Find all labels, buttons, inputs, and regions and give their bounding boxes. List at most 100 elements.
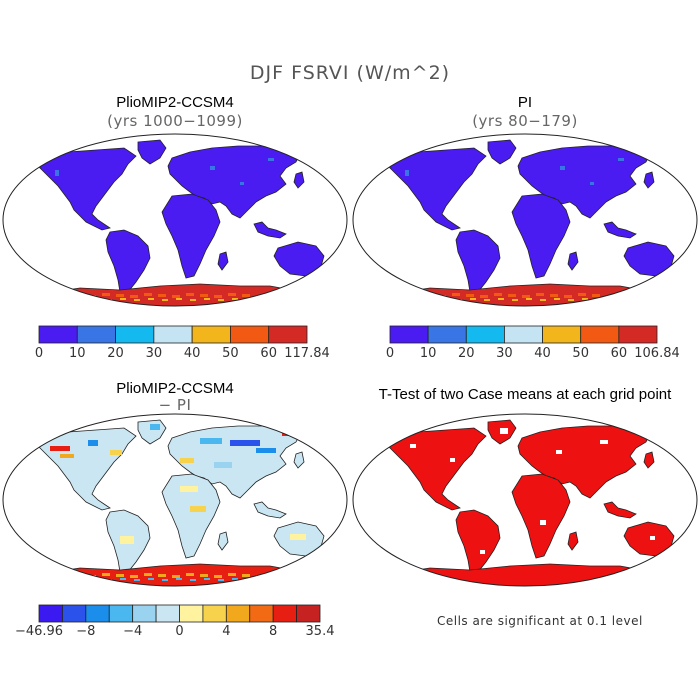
colorbar-tick-label: 106.84: [634, 346, 680, 361]
antarctica-patch: [540, 299, 546, 301]
antarctica-patch: [92, 578, 98, 580]
panel3-title: PlioMIP2-CCSM4: [116, 380, 234, 397]
panel1-subtitle: (yrs 1000−1099): [107, 112, 243, 130]
antarctica-patch: [498, 298, 504, 300]
antarctica-patch: [442, 298, 448, 300]
antarctica-patch: [284, 294, 292, 297]
antarctica-patch: [648, 295, 656, 298]
detail-patch: [120, 536, 134, 544]
land-japan: [293, 451, 305, 469]
antarctica-patch: [120, 578, 126, 580]
antarctica-patch: [148, 298, 154, 300]
antarctica-patch: [246, 579, 252, 581]
antarctica-patch: [634, 294, 642, 297]
map-border: [352, 133, 698, 307]
colorbar-tick-label: 117.84: [284, 346, 330, 361]
colorbar-tick-label: 40: [534, 346, 551, 361]
antarctica-patch: [204, 578, 210, 580]
antarctica-patch: [512, 299, 518, 301]
map-panel2: [352, 133, 698, 307]
antarctica-patch: [596, 299, 602, 301]
antarctica-patch: [480, 295, 488, 298]
antarctica-patch: [78, 299, 84, 301]
antarctica-patch: [162, 299, 168, 301]
colorbar-box: [504, 325, 543, 344]
detail-patch: [200, 438, 222, 444]
antarctica-patch: [172, 295, 180, 298]
colorbar-tick-label: 0: [34, 346, 44, 361]
antarctica-patch: [550, 294, 558, 297]
antarctica-patch: [120, 298, 126, 300]
colorbar-tick-label: −46.96: [14, 624, 64, 639]
colorbar-tick-label: 60: [610, 346, 628, 361]
colorbar-box: [62, 604, 87, 623]
antarctica-patch: [78, 579, 84, 581]
antarctica-patch: [288, 298, 294, 300]
antarctica-patch: [410, 293, 418, 296]
colorbar-tick-label: 30: [496, 346, 513, 361]
colorbar-tick-label: 0: [385, 346, 395, 361]
antarctica-patch: [284, 574, 292, 577]
colorbar-box: [296, 604, 321, 623]
detail-patch: [88, 440, 98, 446]
colorbar-box: [225, 604, 251, 623]
antarctica-patch: [298, 295, 306, 298]
antarctica-patch: [116, 574, 124, 577]
colorbar-box: [38, 325, 78, 344]
detail-patch: [180, 486, 198, 492]
panel1-title: PlioMIP2-CCSM4: [116, 94, 234, 111]
antarctica-patch: [494, 293, 502, 296]
antarctica-patch: [452, 293, 460, 296]
antarctica-patch: [274, 579, 280, 581]
colorbar-box: [153, 325, 193, 344]
antarctica-patch: [186, 293, 194, 296]
non-significant-patch: [450, 458, 455, 462]
antarctica-patch: [74, 574, 82, 577]
antarctica-patch: [582, 298, 588, 300]
non-significant-patch: [556, 450, 562, 454]
antarctica-patch: [130, 295, 138, 298]
land-greenland: [487, 139, 517, 165]
detail-patch: [240, 182, 244, 185]
detail-patch: [110, 450, 122, 455]
colorbar-tick-label: 8: [269, 624, 278, 639]
colorbar-box: [38, 604, 63, 623]
antarctica-patch: [144, 293, 152, 296]
colorbar-box: [272, 604, 297, 623]
antarctica-patch: [232, 298, 238, 300]
map-panel4: [352, 413, 698, 587]
antarctica-patch: [260, 298, 266, 300]
antarctica-patch: [424, 294, 432, 297]
land-madagascar: [217, 251, 229, 271]
non-significant-patch: [410, 444, 416, 448]
antarctica-patch: [470, 298, 476, 300]
colorbar-box: [249, 604, 274, 623]
antarctica-patch: [466, 294, 474, 297]
antarctica-patch: [148, 578, 154, 580]
land-japan: [643, 171, 655, 189]
map-border: [352, 413, 698, 587]
detail-patch: [230, 440, 260, 446]
land-northAmerica: [385, 427, 487, 511]
antarctica-patch: [190, 299, 196, 301]
land-madagascar: [217, 531, 229, 551]
detail-patch: [560, 166, 565, 170]
colorbar-tick-label: 4: [222, 624, 231, 639]
land-indonesia: [253, 221, 287, 239]
colorbar-tick-label: 20: [107, 346, 124, 361]
antarctica-patch: [522, 295, 530, 298]
colorbar-box: [230, 325, 270, 344]
colorbar-tick-label: 50: [222, 346, 239, 361]
colorbar-box: [542, 325, 582, 344]
colorbar-box: [76, 325, 116, 344]
detail-patch: [290, 534, 306, 540]
antarctica-patch: [158, 574, 166, 577]
antarctica-patch: [610, 298, 616, 300]
land-indonesia: [603, 221, 637, 239]
detail-patch: [268, 158, 274, 161]
non-significant-patch: [500, 428, 508, 434]
antarctica-patch: [176, 578, 182, 580]
antarctica-patch: [508, 294, 516, 297]
colorbar-box: [427, 325, 467, 344]
antarctica-patch: [652, 299, 656, 301]
